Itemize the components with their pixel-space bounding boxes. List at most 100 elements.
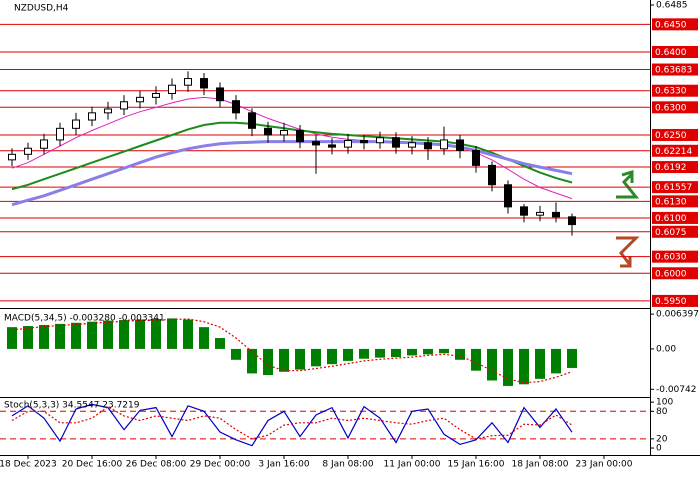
level-label-box — [652, 250, 698, 263]
candle-body — [520, 206, 528, 216]
level-label: 0.6192 — [655, 163, 687, 173]
histogram-bar — [343, 348, 353, 361]
chart-title: NZDUSD,H4 — [14, 4, 69, 14]
candle-body — [504, 184, 512, 208]
candle-body — [56, 127, 64, 141]
histogram-bar — [23, 326, 33, 349]
histogram-bar — [471, 348, 481, 371]
histogram-bar — [151, 318, 161, 349]
candle-body — [392, 137, 400, 148]
x-tick-label: 29 Dec 00:00 — [190, 460, 251, 470]
candle-body — [456, 139, 464, 151]
histogram-bar — [391, 348, 401, 358]
level-label: 0.63683 — [655, 66, 692, 76]
down-arrow-line — [616, 236, 640, 266]
y-tick-label: 0.00 — [656, 344, 676, 354]
candle-body — [248, 112, 256, 129]
candle-body — [472, 149, 480, 166]
histogram-bar — [535, 348, 545, 379]
level-label: 0.6450 — [655, 20, 687, 30]
x-tick-label: 18 Dec 2023 — [0, 460, 57, 470]
x-tick-label: 26 Dec 08:00 — [126, 460, 187, 470]
histogram-bar — [39, 324, 49, 349]
candle-body — [104, 108, 112, 114]
x-tick-label: 3 Jan 16:00 — [258, 460, 310, 470]
stoch-title: Stoch(5,3,3) 34.5547 23.7219 — [4, 401, 140, 411]
level-label-box — [652, 128, 698, 141]
level-label: 0.6030 — [655, 253, 687, 263]
histogram-bar — [503, 348, 513, 386]
y-tick-label: 80 — [656, 407, 668, 417]
y-tick-label: 0.006397 — [656, 310, 699, 320]
level-label-box — [652, 45, 698, 58]
histogram-bar — [87, 321, 97, 349]
histogram-bar — [119, 320, 129, 349]
up-arrow — [616, 169, 640, 199]
y-tick-label: 20 — [656, 434, 668, 444]
candle-body — [488, 164, 496, 186]
histogram-bar — [103, 320, 113, 349]
level-label: 0.6075 — [655, 228, 687, 238]
x-tick-label: 15 Jan 16:00 — [448, 460, 505, 470]
candle-body — [376, 137, 384, 144]
histogram-bar — [295, 348, 305, 370]
level-label-box — [652, 181, 698, 194]
level-label-box — [652, 211, 698, 224]
candle-body — [168, 84, 176, 94]
level-label-box — [652, 63, 698, 76]
histogram-bar — [263, 348, 273, 376]
level-label: 0.6400 — [655, 48, 687, 58]
candle-body — [120, 101, 128, 110]
histogram-bar — [199, 327, 209, 349]
level-label-box — [652, 18, 698, 31]
level-label: 0.6300 — [655, 103, 687, 113]
level-label-box — [652, 267, 698, 280]
histogram-bar — [71, 322, 81, 349]
up-arrow-line — [616, 172, 640, 199]
histogram-bar — [519, 348, 529, 385]
candle-body — [184, 78, 192, 86]
level-label: 0.5950 — [655, 297, 687, 307]
candle-body — [232, 100, 240, 114]
histogram-bar — [375, 348, 385, 358]
macd-title: MACD(5,34,5) -0.003280 -0.003341 — [4, 314, 165, 324]
histogram-bar — [567, 348, 577, 368]
histogram-bar — [7, 327, 17, 349]
candle-body — [24, 147, 32, 155]
candle-body — [568, 216, 576, 226]
series-line — [11, 318, 573, 384]
x-tick-label: 23 Jan 00:00 — [576, 460, 633, 470]
histogram-bar — [167, 318, 177, 349]
y-tick-label: 0.6485 — [656, 0, 688, 10]
histogram-bar — [407, 348, 417, 356]
histogram-bar — [423, 348, 433, 355]
level-label: 0.6330 — [655, 87, 687, 97]
candle-body — [536, 211, 544, 216]
candle-body — [136, 96, 144, 103]
histogram-bar — [359, 348, 369, 359]
histogram-bar — [215, 338, 225, 349]
y-tick-label: 100 — [656, 398, 673, 408]
x-tick-label: 20 Dec 16:00 — [62, 460, 123, 470]
series-line — [11, 121, 573, 191]
histogram-bar — [247, 348, 257, 374]
x-tick-label: 8 Jan 08:00 — [322, 460, 374, 470]
down-arrow — [616, 236, 640, 268]
level-label-box — [652, 101, 698, 114]
y-tick-label: -0.00742 — [656, 385, 696, 395]
candle-body — [552, 211, 560, 218]
panel-frame — [0, 0, 700, 456]
histogram-bar — [183, 319, 193, 349]
up-arrow-head — [621, 169, 634, 183]
histogram-bar — [135, 319, 145, 349]
candle-body — [280, 130, 288, 136]
histogram-bar — [439, 348, 449, 354]
level-label: 0.6250 — [655, 131, 687, 141]
level-label-box — [652, 161, 698, 174]
y-tick-label: 0 — [656, 444, 662, 454]
level-label-box — [652, 195, 698, 208]
candle-body — [88, 112, 96, 121]
candle-body — [152, 92, 160, 98]
level-label-box — [652, 225, 698, 238]
